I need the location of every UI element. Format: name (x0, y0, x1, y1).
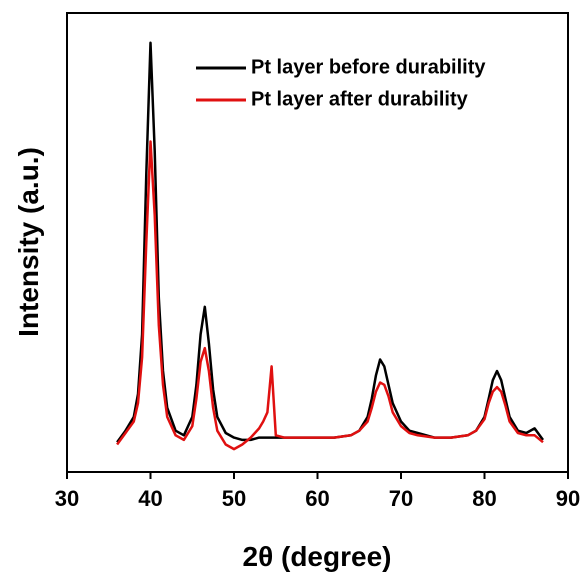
plot-frame (66, 12, 569, 473)
x-tick-label: 50 (222, 486, 246, 511)
x-tick-label: 80 (472, 486, 496, 511)
legend-label: Pt layer before durability (251, 56, 486, 78)
x-axis-title: 2θ (degree) (243, 541, 392, 572)
x-tick-label: 70 (389, 486, 413, 511)
legend-label: Pt layer after durability (251, 88, 469, 110)
y-axis-title: Intensity (a.u.) (13, 147, 44, 337)
x-tick-label: 30 (55, 486, 79, 511)
data-line (116, 140, 544, 451)
x-tick-label: 40 (138, 486, 162, 511)
x-tick-label: 60 (305, 486, 329, 511)
x-tick-label: 90 (556, 486, 580, 511)
